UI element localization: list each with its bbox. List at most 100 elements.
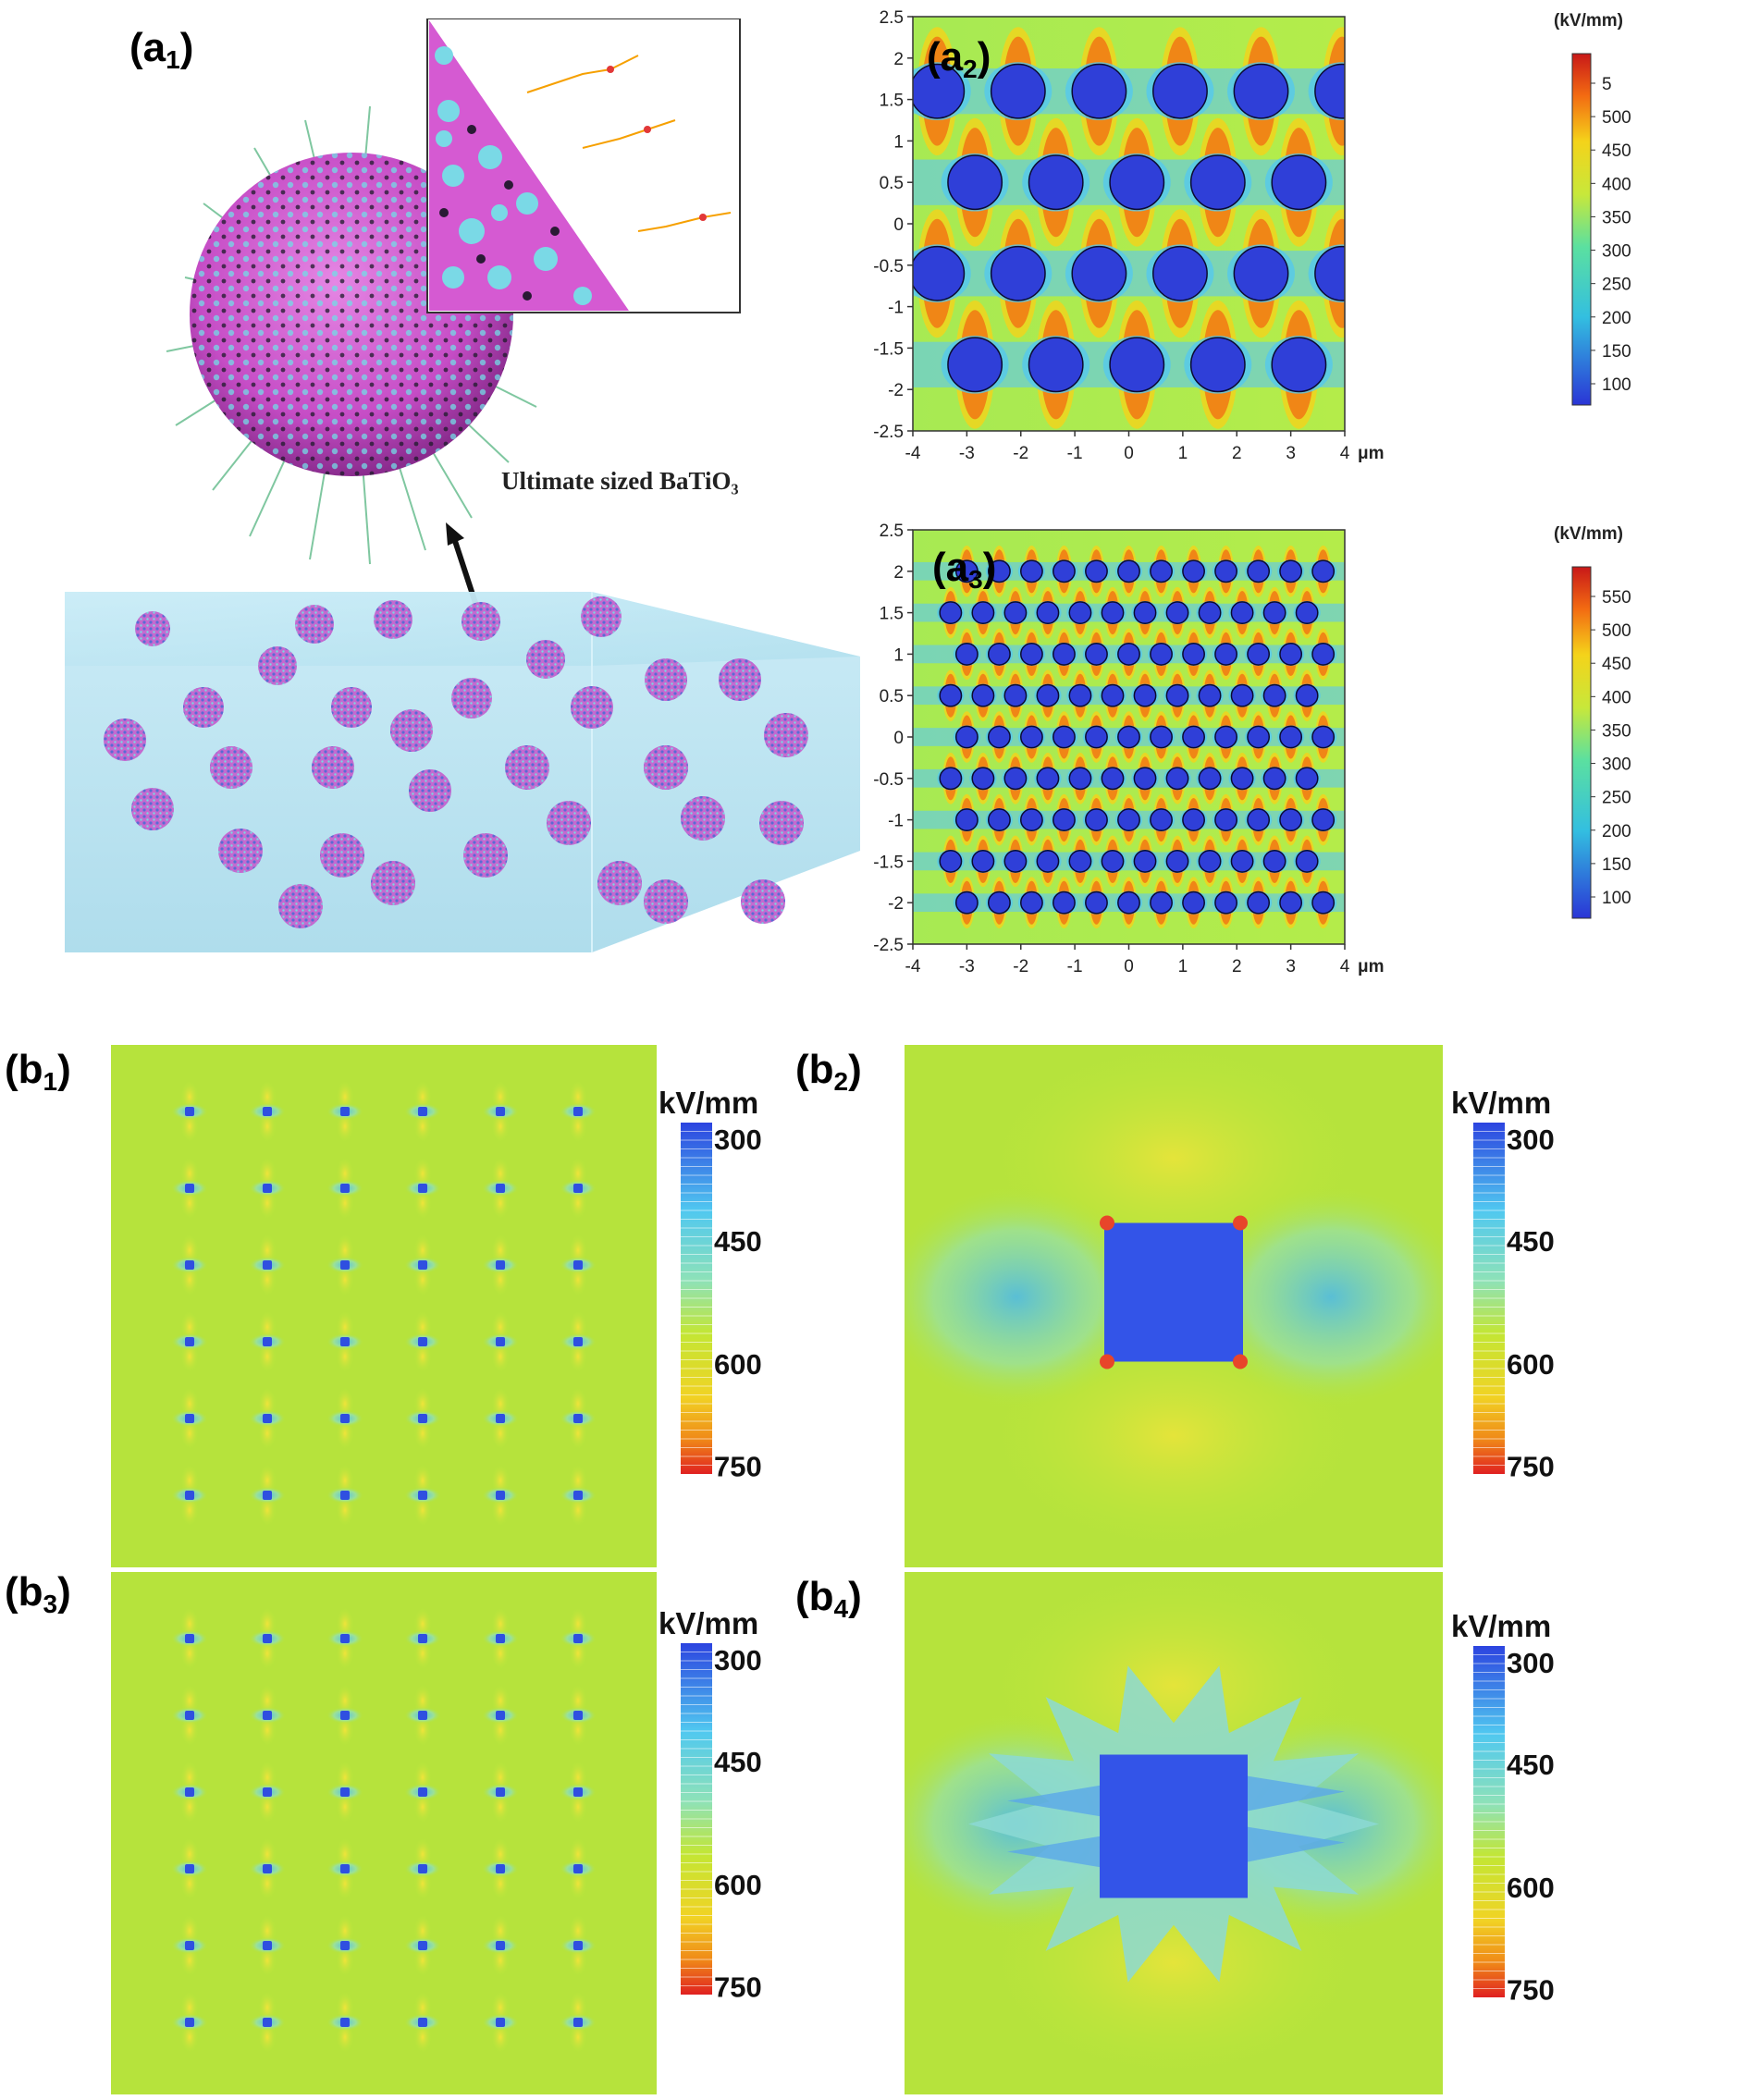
a3-colorbar-tick-5: 300 [1602,755,1631,775]
b1-particle-17 [573,1260,583,1270]
b2-hotspot-2 [1100,1354,1114,1369]
b3-colorbar-tick-0: 300 [714,1644,762,1676]
a3-particle-78 [1150,808,1173,832]
b3-particle-16 [496,1787,505,1797]
a3-particle-94 [1262,849,1286,873]
a3-y-tick-8: -1.5 [873,853,904,872]
b1-particle-35 [573,1491,583,1500]
b3-particle-25 [263,1941,272,1950]
a2-particle-9 [1189,154,1246,211]
b4-colorbar-tick-1: 450 [1507,1749,1555,1781]
panel-label-a3: (a3) [932,545,997,594]
a3-y-tick-9: -2 [888,894,904,914]
a3-particle-84 [939,849,963,873]
a3-x-tick-4: 0 [1124,957,1134,976]
b1-particle-29 [573,1414,583,1423]
a3-x-tick-7: 3 [1286,957,1296,976]
a3-particle-87 [1036,849,1060,873]
a2-y-tick-1: 2 [893,50,904,69]
a3-colorbar-tick-1: 500 [1602,621,1631,641]
a3-particle-49 [987,725,1011,749]
a3-particle-72 [954,808,979,832]
a3-particle-86 [1003,849,1028,873]
a2-particle-11 [913,245,966,301]
a2-particle-10 [1271,154,1327,211]
a2-y-tick-5: 0 [893,215,904,235]
b1-colorbar-tick-1: 450 [714,1225,762,1258]
a3-particle-15 [1036,601,1060,625]
b3-particle-9 [418,1711,427,1720]
b1-particle-15 [418,1260,427,1270]
a3-particle-95 [1295,849,1319,873]
a3-colorbar-tick-9: 100 [1602,889,1631,908]
a3-particle-3 [1052,559,1076,583]
a2-particle-14 [1152,245,1208,301]
a3-particle-22 [1262,601,1286,625]
b1-particle-8 [340,1184,350,1193]
a3-y-tick-3: 1 [893,645,904,665]
a3-particle-19 [1165,601,1189,625]
a3-x-tick-5: 1 [1178,957,1188,976]
a3-particle-34 [1279,642,1303,666]
a3-particle-21 [1230,601,1254,625]
a3-particle-46 [1262,683,1286,707]
b3-particle-28 [496,1941,505,1950]
a3-particle-9 [1247,559,1271,583]
a3-x-tick-3: -1 [1067,957,1083,976]
a2-y-tick-3: 1 [893,132,904,152]
a3-particle-92 [1198,849,1222,873]
a3-particle-67 [1165,767,1189,791]
a2-y-tick-4: 0.5 [880,174,904,193]
field-map-b4 [905,1572,1443,2094]
a3-particle-1 [987,559,1011,583]
a3-y-tick-1: 2 [893,563,904,583]
b1-particle-34 [496,1491,505,1500]
a3-particle-13 [971,601,995,625]
a3-particle-20 [1198,601,1222,625]
b4-colorbar-tick-0: 300 [1507,1647,1555,1679]
a2-x-tick-3: -1 [1067,444,1083,463]
b3-particle-35 [573,2018,583,2027]
b1-field-background [111,1045,657,1567]
b3-particle-21 [418,1864,427,1873]
a3-particle-62 [1003,767,1028,791]
embedded-nanoparticles [104,596,808,928]
a3-particle-23 [1295,601,1319,625]
b1-particle-3 [418,1107,427,1116]
a2-particle-17 [947,337,1003,393]
b1-particle-31 [263,1491,272,1500]
a3-particle-105 [1247,890,1271,915]
a3-particle-71 [1295,767,1319,791]
a2-y-tick-8: -1.5 [873,339,904,359]
b1-particle-27 [418,1414,427,1423]
a3-particle-47 [1295,683,1319,707]
batio3-caption: Ultimate sized BaTiO₃ [501,467,739,495]
b1-particle-22 [496,1337,505,1346]
colorbar-b4: kV/mm 300 450 600 750 [1447,1607,1577,2009]
a3-particle-17 [1101,601,1125,625]
b1-particle-20 [340,1337,350,1346]
a3-colorbar-tick-0: 550 [1602,588,1631,608]
a3-particle-54 [1150,725,1173,749]
b1-particle-12 [185,1260,194,1270]
a3-particle-65 [1101,767,1125,791]
a2-y-tick-7: -1 [888,299,904,318]
b3-particle-2 [340,1634,350,1643]
a3-colorbar-tick-8: 150 [1602,855,1631,875]
a3-particle-0 [954,559,979,583]
a3-particle-90 [1133,849,1157,873]
a3-particle-48 [954,725,979,749]
a3-particle-59 [1311,725,1336,749]
b3-particle-13 [263,1787,272,1797]
b3-particle-22 [496,1864,505,1873]
b3-particle-1 [263,1634,272,1643]
a3-particle-36 [939,683,963,707]
a3-y-tick-10: -2.5 [873,936,904,955]
b3-particle-20 [340,1864,350,1873]
b3-particle-24 [185,1941,194,1950]
a3-x-tick-6: 2 [1232,957,1242,976]
a2-x-tick-6: 2 [1232,444,1242,463]
b2-hotspot-1 [1233,1215,1248,1231]
b3-particle-32 [340,2018,350,2027]
b3-particle-4 [496,1634,505,1643]
